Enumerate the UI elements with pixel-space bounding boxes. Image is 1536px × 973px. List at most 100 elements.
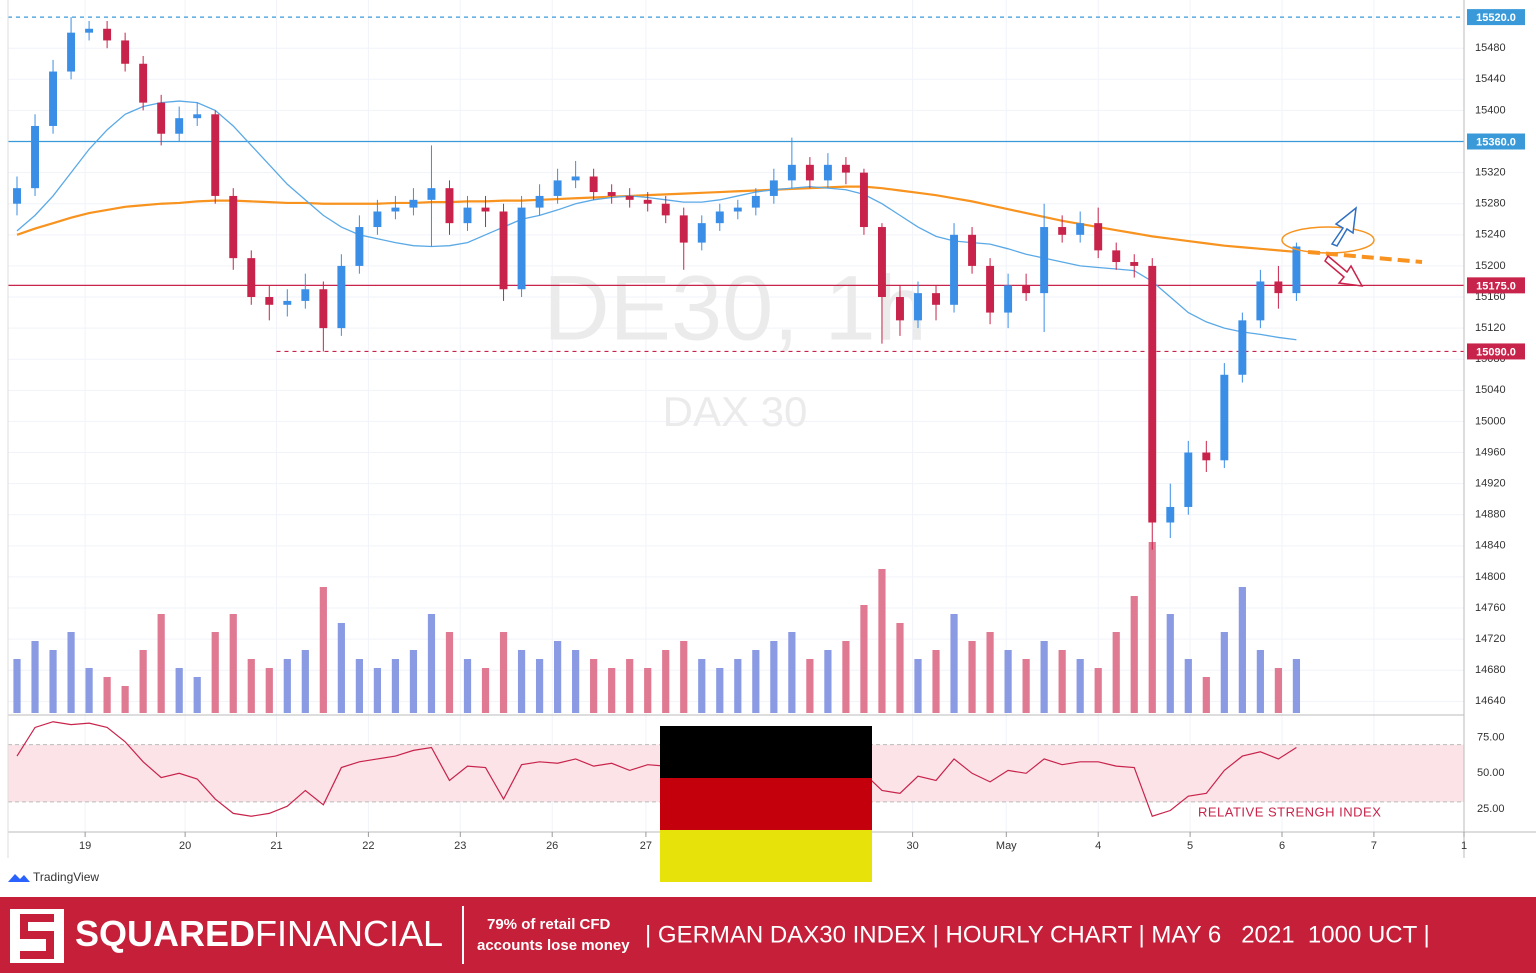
volume-bar [1238, 587, 1246, 713]
volume-bar [572, 650, 580, 713]
volume-bar [806, 659, 814, 713]
candle-body [1166, 506, 1175, 523]
y-tick-label: 15160 [1475, 291, 1506, 303]
volume-bar [1274, 668, 1282, 713]
y-tick-label: 14840 [1475, 540, 1506, 552]
volume-bar [193, 677, 201, 713]
candle-body [1112, 250, 1121, 263]
candle-body [49, 71, 58, 126]
rsi-line [16, 721, 1297, 817]
volume-bar [752, 650, 760, 713]
caption: | GERMAN DAX30 INDEX | HOURLY CHART | MA… [645, 921, 1430, 948]
y-tick-label: 15320 [1475, 167, 1506, 179]
y-tick-label: 15040 [1475, 384, 1506, 396]
candle-body [67, 32, 76, 72]
volume-bar [283, 659, 291, 713]
volume-bar [1292, 659, 1301, 713]
candle-body [463, 207, 472, 224]
candle-body [914, 293, 922, 321]
logo-mark [20, 914, 54, 959]
footer-bar [0, 897, 1536, 973]
volume-bar [211, 632, 219, 713]
candle-body [13, 188, 21, 204]
candle-body [841, 164, 850, 173]
volume-bar [517, 650, 526, 713]
annotation-projection [1307, 250, 1423, 264]
candle-body [157, 102, 166, 134]
candle-body [247, 258, 256, 298]
volume-bar [1058, 650, 1066, 713]
candle-body [1040, 227, 1049, 294]
volume-bar [914, 659, 922, 713]
volume-bar [337, 623, 345, 713]
volume-bar [788, 632, 796, 713]
x-tick-label: 30 [906, 840, 918, 852]
candle-body [265, 297, 274, 305]
rsi-tick-label: 75.00 [1477, 731, 1505, 743]
volume-bar [247, 659, 255, 713]
volume-bar [932, 650, 940, 713]
x-tick-label: 26 [546, 840, 558, 852]
risk-warning: 79% of retail CFD [487, 916, 611, 933]
level-label-box [1467, 133, 1525, 150]
volume-bar [67, 632, 75, 713]
flag-gold [660, 830, 872, 882]
candle-body [643, 199, 652, 204]
volume-bar [229, 614, 237, 713]
candle-body [1058, 227, 1067, 235]
volume-bar [1004, 650, 1012, 713]
candle-body [103, 28, 112, 41]
level-label-box [1467, 9, 1525, 26]
candle-body [607, 192, 616, 196]
candle-body [1022, 285, 1031, 294]
candle-body [1202, 452, 1211, 461]
volume-bar [1076, 659, 1084, 713]
volume-bar [1022, 659, 1030, 713]
volume-bar [626, 659, 634, 713]
arrow-down [1324, 254, 1364, 287]
candle-body [121, 40, 130, 64]
candle-body [1220, 374, 1229, 461]
volume-bar [644, 668, 652, 713]
x-tick-label: 19 [79, 840, 91, 852]
volume-bar [13, 659, 21, 713]
rsi-tick-label: 25.00 [1477, 803, 1505, 815]
level-label-box [1467, 277, 1525, 294]
x-tick-label: 4 [1095, 840, 1101, 852]
volume-bar [535, 659, 544, 713]
volume-bar [1094, 668, 1102, 713]
volume-bar [662, 650, 670, 713]
candle-body [661, 203, 670, 216]
volume-bar [824, 650, 832, 713]
y-tick-label: 15400 [1475, 104, 1506, 116]
x-tick-label: 22 [362, 840, 374, 852]
candle-body [1274, 281, 1283, 294]
volume-bar [986, 632, 994, 713]
volume-bar [896, 623, 904, 713]
arrow-up [1330, 206, 1357, 247]
level-label-box [1467, 343, 1525, 360]
level-label: 15520.0 [1476, 12, 1516, 24]
candle-body [517, 207, 526, 290]
candle-body [1184, 452, 1193, 507]
candle-body [625, 195, 634, 200]
y-tick-label: 14880 [1475, 509, 1506, 521]
candle-body [355, 227, 364, 266]
volume-bar [1184, 659, 1192, 713]
source: TradingView [33, 870, 99, 884]
candle-body [805, 164, 814, 181]
y-tick-label: 15200 [1475, 260, 1506, 272]
candle-body [211, 114, 220, 196]
x-tick-label: 1 [1461, 840, 1467, 852]
candle-body [1130, 262, 1139, 266]
y-tick-label: 14640 [1475, 695, 1506, 707]
candle-body [823, 164, 832, 181]
x-tick-label: 7 [1371, 840, 1377, 852]
candle-body [283, 300, 292, 305]
brand: SQUAREDFINANCIAL [75, 913, 443, 954]
candle-body [1148, 265, 1157, 523]
x-tick-label: May [996, 840, 1017, 852]
x-tick-label: 21 [270, 840, 282, 852]
candle-body [409, 199, 418, 208]
